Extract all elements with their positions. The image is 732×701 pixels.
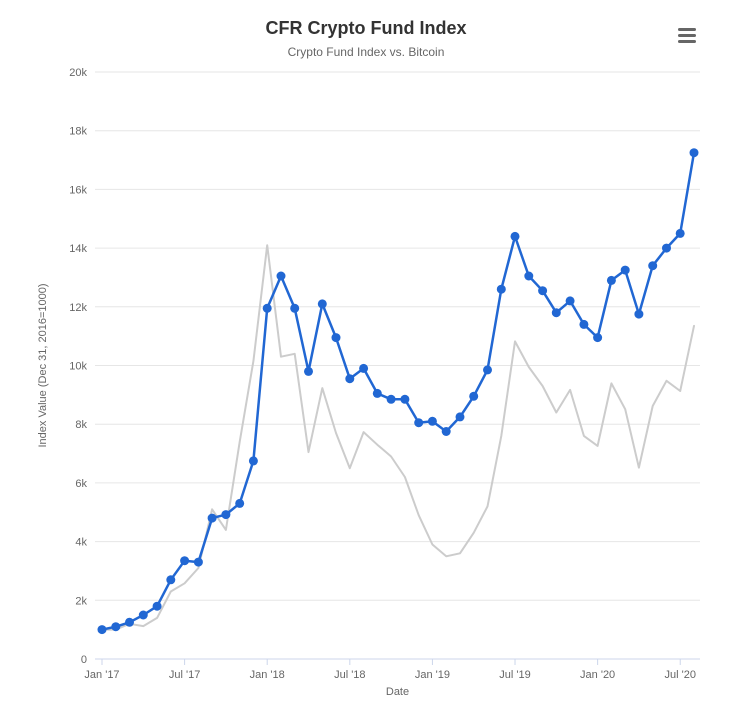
data-point-marker[interactable]: [524, 271, 534, 281]
y-axis-title: Index Value (Dec 31, 2016=1000): [37, 284, 49, 448]
crypto-fund-index-line: [100, 151, 696, 631]
data-point-marker[interactable]: [510, 231, 520, 241]
data-point-marker[interactable]: [180, 556, 190, 566]
data-point-marker[interactable]: [248, 456, 258, 466]
data-point-marker[interactable]: [427, 416, 437, 426]
x-axis-tick-label: Jan '18: [250, 669, 285, 681]
data-point-marker[interactable]: [538, 286, 548, 296]
data-point-marker[interactable]: [125, 617, 134, 627]
x-axis-tick-label: Jul '19: [499, 669, 530, 681]
x-axis-tick-label: Jul '18: [334, 669, 365, 681]
data-point-marker[interactable]: [662, 243, 671, 253]
y-axis-tick-label: 16k: [69, 184, 87, 196]
y-axis-tick-label: 8k: [75, 419, 87, 431]
data-point-marker[interactable]: [359, 363, 369, 373]
data-point-marker[interactable]: [138, 610, 148, 620]
data-point-marker[interactable]: [331, 333, 341, 343]
y-axis-tick-label: 20k: [69, 67, 87, 79]
data-point-marker[interactable]: [483, 365, 492, 375]
y-axis-tick-label: 2k: [75, 595, 87, 607]
data-point-marker[interactable]: [317, 299, 327, 309]
y-axis-tick-label: 18k: [69, 126, 87, 138]
data-point-marker[interactable]: [221, 510, 231, 520]
x-axis-tick-label: Jul '17: [169, 669, 200, 681]
data-point-marker[interactable]: [689, 148, 699, 158]
chart-subtitle: Crypto Fund Index vs. Bitcoin: [287, 45, 445, 59]
chart-title: CFR Crypto Fund Index: [265, 18, 467, 38]
data-point-marker[interactable]: [606, 275, 616, 285]
chart-context-menu-button[interactable]: [676, 24, 700, 46]
x-axis-title: Date: [386, 686, 409, 698]
data-point-marker[interactable]: [345, 374, 355, 384]
y-axis-tick-label: 0: [81, 654, 87, 666]
data-point-marker[interactable]: [152, 601, 162, 611]
x-axis-tick-label: Jan '19: [415, 669, 450, 681]
data-point-marker[interactable]: [386, 394, 396, 404]
data-point-marker[interactable]: [276, 271, 286, 281]
data-point-marker[interactable]: [551, 308, 561, 318]
y-axis-tick-label: 6k: [75, 478, 87, 490]
data-point-marker[interactable]: [620, 265, 630, 275]
data-point-marker[interactable]: [634, 309, 644, 319]
data-point-marker[interactable]: [262, 303, 272, 313]
hamburger-icon: [678, 27, 696, 31]
y-axis-tick-label: 4k: [75, 537, 87, 549]
data-point-marker[interactable]: [414, 418, 424, 428]
data-point-marker[interactable]: [372, 388, 382, 398]
x-axis-tick-label: Jul '20: [665, 669, 696, 681]
x-axis-tick-label: Jan '17: [84, 669, 119, 681]
data-point-marker[interactable]: [235, 498, 245, 508]
data-point-marker[interactable]: [400, 394, 410, 404]
data-point-marker[interactable]: [441, 427, 451, 436]
data-point-marker[interactable]: [97, 625, 107, 635]
data-point-marker[interactable]: [648, 261, 658, 271]
data-point-marker[interactable]: [111, 622, 121, 632]
y-axis-tick-label: 12k: [69, 302, 87, 314]
data-point-marker[interactable]: [593, 333, 603, 343]
data-point-marker[interactable]: [304, 366, 313, 376]
data-point-marker[interactable]: [579, 319, 589, 329]
data-point-marker[interactable]: [469, 391, 479, 401]
x-axis-tick-label: Jan '20: [580, 669, 615, 681]
y-axis-tick-label: 14k: [69, 243, 87, 255]
data-point-marker[interactable]: [193, 557, 203, 567]
data-point-marker[interactable]: [166, 575, 176, 585]
data-point-marker[interactable]: [496, 284, 506, 294]
y-axis-tick-label: 10k: [69, 361, 87, 373]
data-point-marker[interactable]: [675, 228, 685, 238]
data-point-marker[interactable]: [290, 303, 300, 313]
data-point-marker[interactable]: [565, 296, 575, 306]
data-point-marker[interactable]: [455, 412, 465, 422]
data-point-marker[interactable]: [207, 513, 217, 523]
